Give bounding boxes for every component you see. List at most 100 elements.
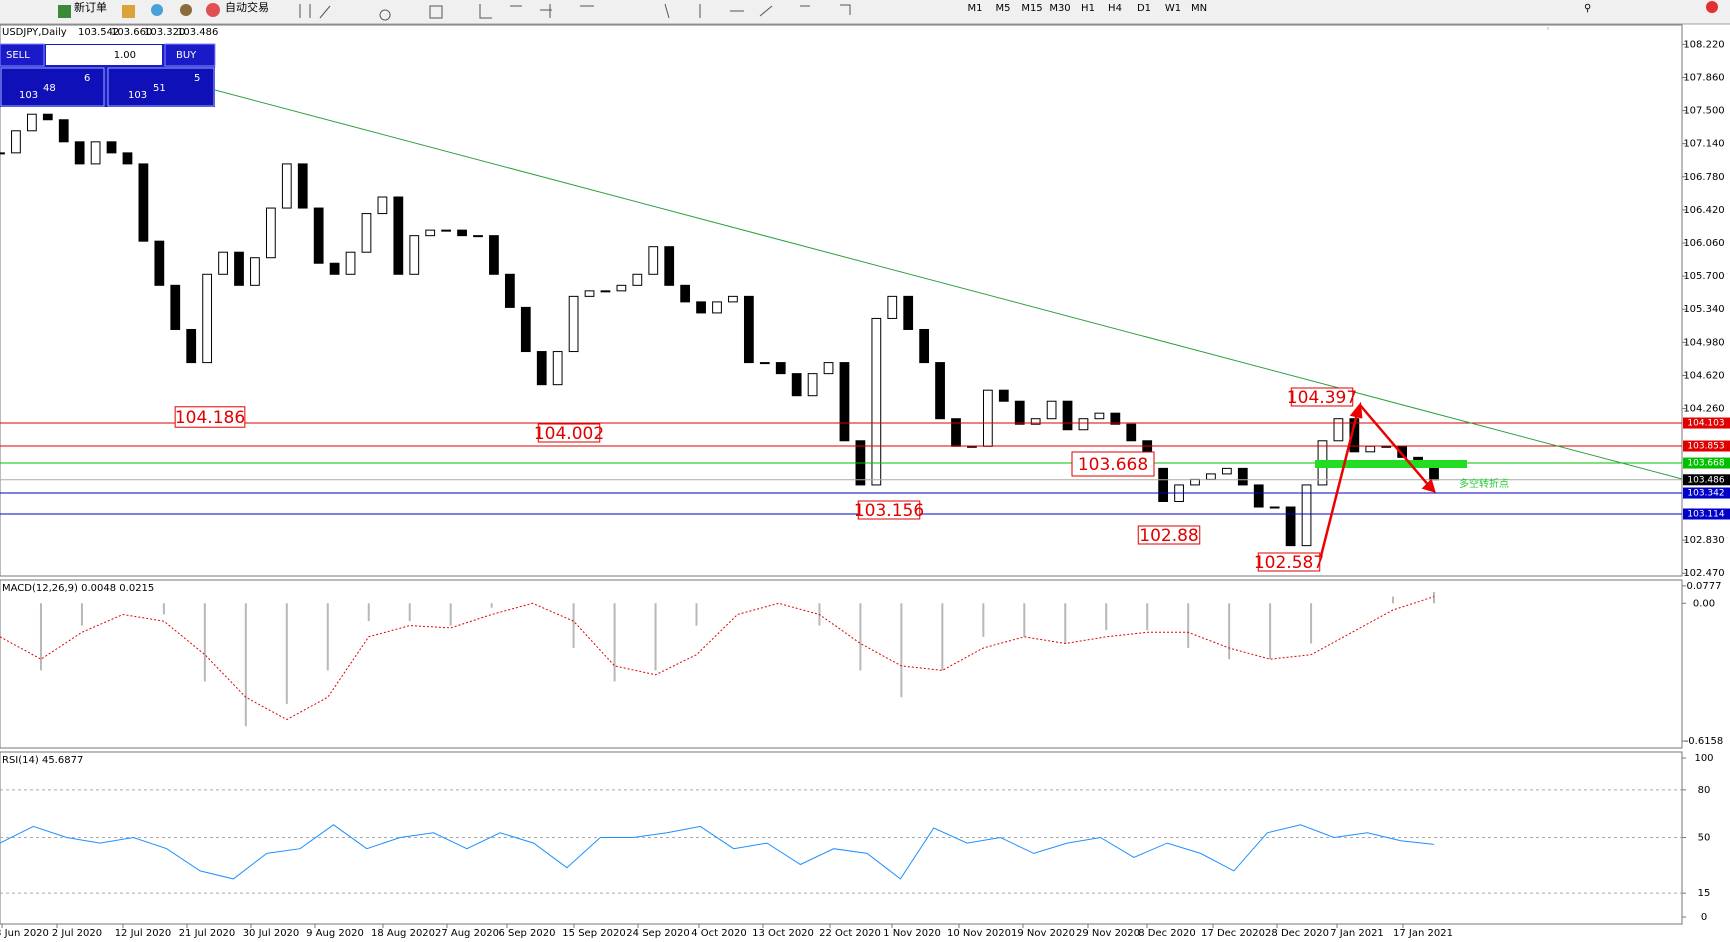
icon[interactable]	[180, 4, 192, 16]
bid-small[interactable]: 6	[84, 73, 90, 84]
x-tick-label: 29 Nov 2020	[1076, 928, 1140, 939]
timeframe[interactable]: M1	[968, 3, 983, 14]
candle	[919, 328, 930, 364]
arrows[interactable]	[1319, 401, 1436, 557]
candle	[759, 362, 770, 365]
rsi-label: RSI(14) 45.6877	[2, 755, 83, 766]
y-tick-label: 0.00	[1693, 598, 1715, 609]
candle	[361, 213, 372, 253]
icon[interactable]	[122, 5, 135, 18]
timeframe[interactable]: M5	[996, 3, 1011, 14]
price-tag	[1683, 457, 1730, 469]
timeframes: M1 M5 M15 M30 H1 H4 D1 W1 MN	[968, 3, 1208, 14]
ask-box[interactable]	[107, 67, 215, 107]
timeframe[interactable]: M30	[1049, 3, 1070, 14]
annotation-box	[1071, 451, 1155, 477]
y-tick-label: 107.140	[1683, 139, 1724, 150]
ask-main[interactable]: 51	[153, 83, 166, 94]
timeframe[interactable]: W1	[1165, 3, 1181, 14]
sell-label[interactable]: SELL	[6, 50, 30, 61]
x-tick-label: 6 Sep 2020	[498, 928, 555, 939]
x-tick-label: 10 Nov 2020	[947, 928, 1011, 939]
search-icon[interactable]: ⚲	[1584, 3, 1591, 14]
macd-panel	[0, 579, 1683, 749]
pivot-note: 多空转折点	[1459, 477, 1509, 490]
candle	[1030, 418, 1041, 425]
candle	[393, 196, 404, 275]
candle	[329, 262, 340, 275]
candle	[1285, 506, 1296, 547]
price-panel	[0, 24, 1683, 577]
candle	[1206, 473, 1216, 480]
x-tick-label: 28 Dec 2020	[1265, 928, 1329, 939]
x-tick-label: 13 Oct 2020	[752, 928, 814, 939]
candle	[712, 301, 722, 314]
ohlc-value: 103.660	[111, 27, 152, 38]
ask-small[interactable]: 5	[194, 73, 200, 84]
candle	[122, 152, 133, 165]
candle	[536, 351, 547, 386]
candle	[218, 251, 228, 275]
bid-big[interactable]: 103	[19, 90, 38, 101]
candle	[1237, 467, 1248, 486]
candle	[680, 284, 691, 303]
trendline[interactable]	[214, 89, 1683, 480]
ask-big[interactable]: 103	[128, 90, 147, 101]
candle	[584, 290, 595, 297]
timeframe[interactable]: D1	[1137, 3, 1151, 14]
new-order[interactable]: 新订单	[74, 0, 107, 14]
ohlc-value: 103.542	[78, 27, 119, 38]
sell-button[interactable]	[0, 43, 45, 67]
y-tick-label: 108.220	[1683, 39, 1724, 50]
icon[interactable]	[151, 4, 163, 16]
annotation: 103.668	[1078, 455, 1148, 475]
x-tick-label: 2 Jul 2020	[52, 928, 102, 939]
macd-label: MACD(12,26,9) 0.0048 0.0215	[2, 583, 154, 594]
candle	[313, 207, 324, 264]
candle	[473, 235, 483, 238]
new-order-icon[interactable]	[58, 5, 71, 18]
candle	[839, 362, 850, 442]
annotation: 104.397	[1287, 388, 1357, 408]
candle	[250, 257, 260, 286]
timeframe[interactable]: H1	[1081, 3, 1095, 14]
x-tick-label: 9 Aug 2020	[306, 928, 364, 939]
bid-main[interactable]: 48	[43, 83, 56, 94]
price-tag-label: 103.114	[1687, 510, 1724, 520]
candle	[1062, 400, 1073, 431]
annotation-box	[174, 406, 246, 428]
tool-icons[interactable]	[299, 3, 851, 21]
y-tick-label: 102.470	[1683, 568, 1724, 579]
y-tick-label: 107.860	[1683, 72, 1724, 83]
candle	[154, 240, 165, 286]
candle	[552, 351, 563, 386]
candle	[1126, 423, 1137, 442]
price-tag	[1683, 440, 1730, 452]
auto-trading[interactable]: 自动交易	[225, 0, 269, 14]
candle	[743, 295, 754, 364]
bid-box[interactable]	[0, 67, 105, 107]
x-tick-label: 27 Aug 2020	[435, 928, 499, 939]
annotation-box	[857, 500, 921, 520]
timeframe[interactable]: M15	[1021, 3, 1042, 14]
timeframe[interactable]: MN	[1191, 3, 1207, 14]
candle	[202, 273, 213, 364]
buy-label[interactable]: BUY	[176, 50, 197, 61]
timeframe[interactable]: H4	[1108, 3, 1122, 14]
macd-signal	[0, 596, 1435, 721]
candle	[520, 306, 531, 353]
pivot-bar[interactable]	[1315, 460, 1467, 468]
candle	[234, 251, 244, 286]
lots-input[interactable]	[46, 45, 162, 65]
candle	[648, 246, 659, 275]
x-tick-label: 17 Dec 2020	[1201, 928, 1265, 939]
x-tick-label: 17 Jan 2021	[1393, 928, 1453, 939]
auto-trading-icon[interactable]	[206, 3, 220, 17]
buy-button[interactable]	[164, 43, 216, 67]
annotation-box	[1257, 552, 1321, 572]
alert-badge[interactable]	[1706, 1, 1718, 13]
candle	[807, 373, 818, 397]
lots[interactable]: 1.00	[114, 50, 136, 61]
